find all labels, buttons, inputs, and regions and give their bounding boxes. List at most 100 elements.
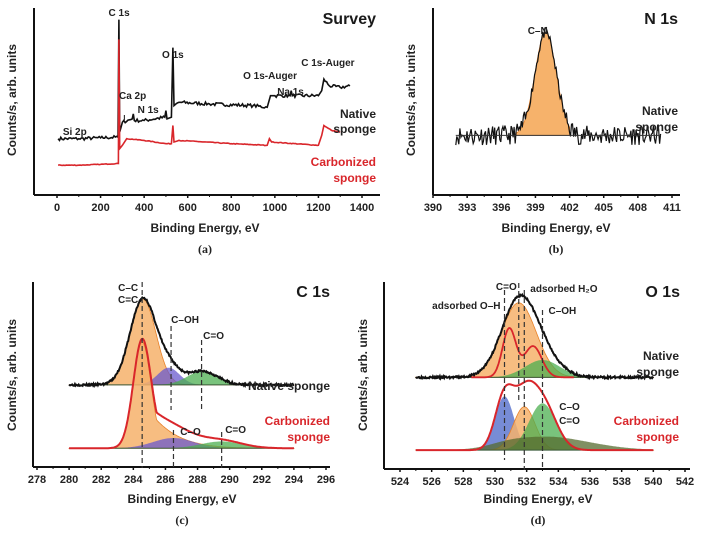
x-tick-label: 600	[179, 202, 197, 214]
peak-annotation: C=O	[203, 331, 224, 342]
legend-native: sponge	[635, 120, 678, 134]
x-tick-label: 296	[317, 474, 335, 486]
x-tick-label: 284	[124, 474, 143, 486]
x-tick-label: 540	[644, 476, 662, 488]
peak-annotation: C=O	[225, 425, 246, 436]
panel-title: O 1s	[645, 284, 680, 301]
c1s-panel: 278 280 282 284 286 288 290 292 294 296 Binding En…	[5, 282, 335, 527]
x-tick-label: 528	[454, 476, 472, 488]
x-tick-label: 411	[663, 202, 681, 214]
x-tick-label: 400	[135, 202, 153, 214]
peak-annotation: C=O	[559, 416, 580, 427]
legend-carbonized: sponge	[287, 430, 330, 444]
fitted-peak-purple	[69, 367, 294, 385]
fitted-peak-olive	[415, 436, 654, 451]
peak-annotation: O 1s-Auger	[243, 71, 297, 82]
c-n-peak-fill	[515, 31, 571, 136]
legend-carbonized: Carbonized	[614, 414, 679, 428]
peak-annotation: C–O	[559, 402, 580, 413]
x-tick-label: 292	[253, 474, 271, 486]
peak-annotation: C–N	[528, 26, 548, 37]
legend-carbonized: Carbonized	[265, 414, 330, 428]
fitted-peak-green	[69, 371, 294, 385]
legend-native: Native	[643, 349, 679, 363]
x-tick-label: 396	[492, 202, 510, 214]
fitted-peak-green	[69, 441, 294, 449]
x-tick-label: 530	[486, 476, 504, 488]
x-tick-label: 524	[391, 476, 410, 488]
native-spectrum-line	[68, 296, 295, 389]
peak-annotation: C–OH	[171, 315, 199, 326]
survey-panel: 0 200 400 600 800 1000 1200 1400 Binding Energy,…	[5, 8, 380, 256]
fitted-peak-green	[415, 360, 654, 378]
peak-annotation: C 1s	[109, 8, 131, 19]
panel-caption: (a)	[198, 242, 212, 256]
legend-native: sponge	[333, 122, 376, 136]
carbonized-spectrum-line	[57, 39, 341, 167]
x-tick-label: 0	[54, 202, 60, 214]
native-spectrum-line	[57, 19, 351, 142]
peak-annotation: C=O	[496, 282, 517, 293]
x-tick-label: 405	[595, 202, 613, 214]
x-tick-label: 288	[188, 474, 206, 486]
y-axis-label: Counts/s, arb. units	[356, 319, 370, 431]
fitted-peak-green	[415, 403, 654, 451]
y-axis-label: Counts/s, arb. units	[5, 319, 19, 431]
x-tick-label: 290	[220, 474, 238, 486]
x-tick-label: 390	[424, 202, 442, 214]
fitted-peak-purple	[69, 438, 294, 449]
x-tick-label: 282	[92, 474, 110, 486]
peak-annotation: C–OH	[549, 306, 577, 317]
x-tick-label: 800	[222, 202, 240, 214]
peak-annotation: Na 1s	[277, 87, 304, 98]
peak-annotation: C–O	[180, 427, 201, 438]
panel-title: Survey	[323, 11, 376, 28]
x-tick-label: 536	[581, 476, 599, 488]
carbonized-spectrum-line	[415, 379, 654, 452]
x-tick-label: 280	[60, 474, 78, 486]
y-axis-label: Counts/s, arb. units	[5, 44, 19, 156]
x-tick-label: 294	[285, 474, 304, 486]
peak-annotation: N 1s	[138, 105, 160, 116]
panel-title: N 1s	[644, 11, 678, 28]
inner-envelope-line	[471, 327, 574, 379]
o1s-panel: 524 526 528 530 532 534 536 538 540 542 Binding En…	[356, 282, 694, 527]
x-tick-label: 532	[517, 476, 535, 488]
legend-native: Native	[642, 104, 678, 118]
peak-annotation: C–C	[118, 283, 138, 294]
legend-native: Native sponge	[248, 379, 330, 393]
legend-carbonized: sponge	[333, 171, 376, 185]
legend-carbonized: sponge	[636, 430, 679, 444]
peak-annotation: Ca 2p	[119, 91, 146, 102]
peak-annotation: Si 2p	[63, 127, 87, 138]
peak-annotation: O 1s	[162, 50, 184, 61]
y-axis-label: Counts/s, arb. units	[404, 44, 418, 156]
native-spectrum-line	[415, 292, 655, 381]
x-tick-label: 542	[676, 476, 694, 488]
x-axis-label: Binding Energy, eV	[127, 492, 236, 506]
panel-caption: (d)	[531, 513, 546, 527]
legend-native: Native	[340, 107, 376, 121]
x-tick-label: 1400	[350, 202, 374, 214]
x-tick-label: 200	[91, 202, 109, 214]
x-tick-label: 538	[612, 476, 630, 488]
x-tick-label: 534	[549, 476, 568, 488]
panel-caption: (c)	[175, 513, 188, 527]
x-tick-label: 286	[156, 474, 174, 486]
x-tick-label: 278	[28, 474, 46, 486]
legend-native: sponge	[636, 365, 679, 379]
x-tick-label: 408	[629, 202, 647, 214]
carbonized-spectrum-line	[69, 337, 295, 450]
x-tick-label: 526	[422, 476, 440, 488]
x-axis-label: Binding Energy, eV	[501, 221, 610, 235]
x-tick-label: 399	[526, 202, 544, 214]
x-axis-label: Binding Energy, eV	[483, 492, 592, 506]
peak-annotation: adsorbed H₂O	[530, 284, 597, 295]
x-axis-label: Binding Energy, eV	[150, 221, 259, 235]
peak-annotation: adsorbed O–H	[432, 301, 500, 312]
panel-title: C 1s	[296, 284, 330, 301]
native-spectrum-line	[455, 26, 662, 146]
x-tick-label: 402	[560, 202, 578, 214]
x-tick-label: 393	[458, 202, 476, 214]
